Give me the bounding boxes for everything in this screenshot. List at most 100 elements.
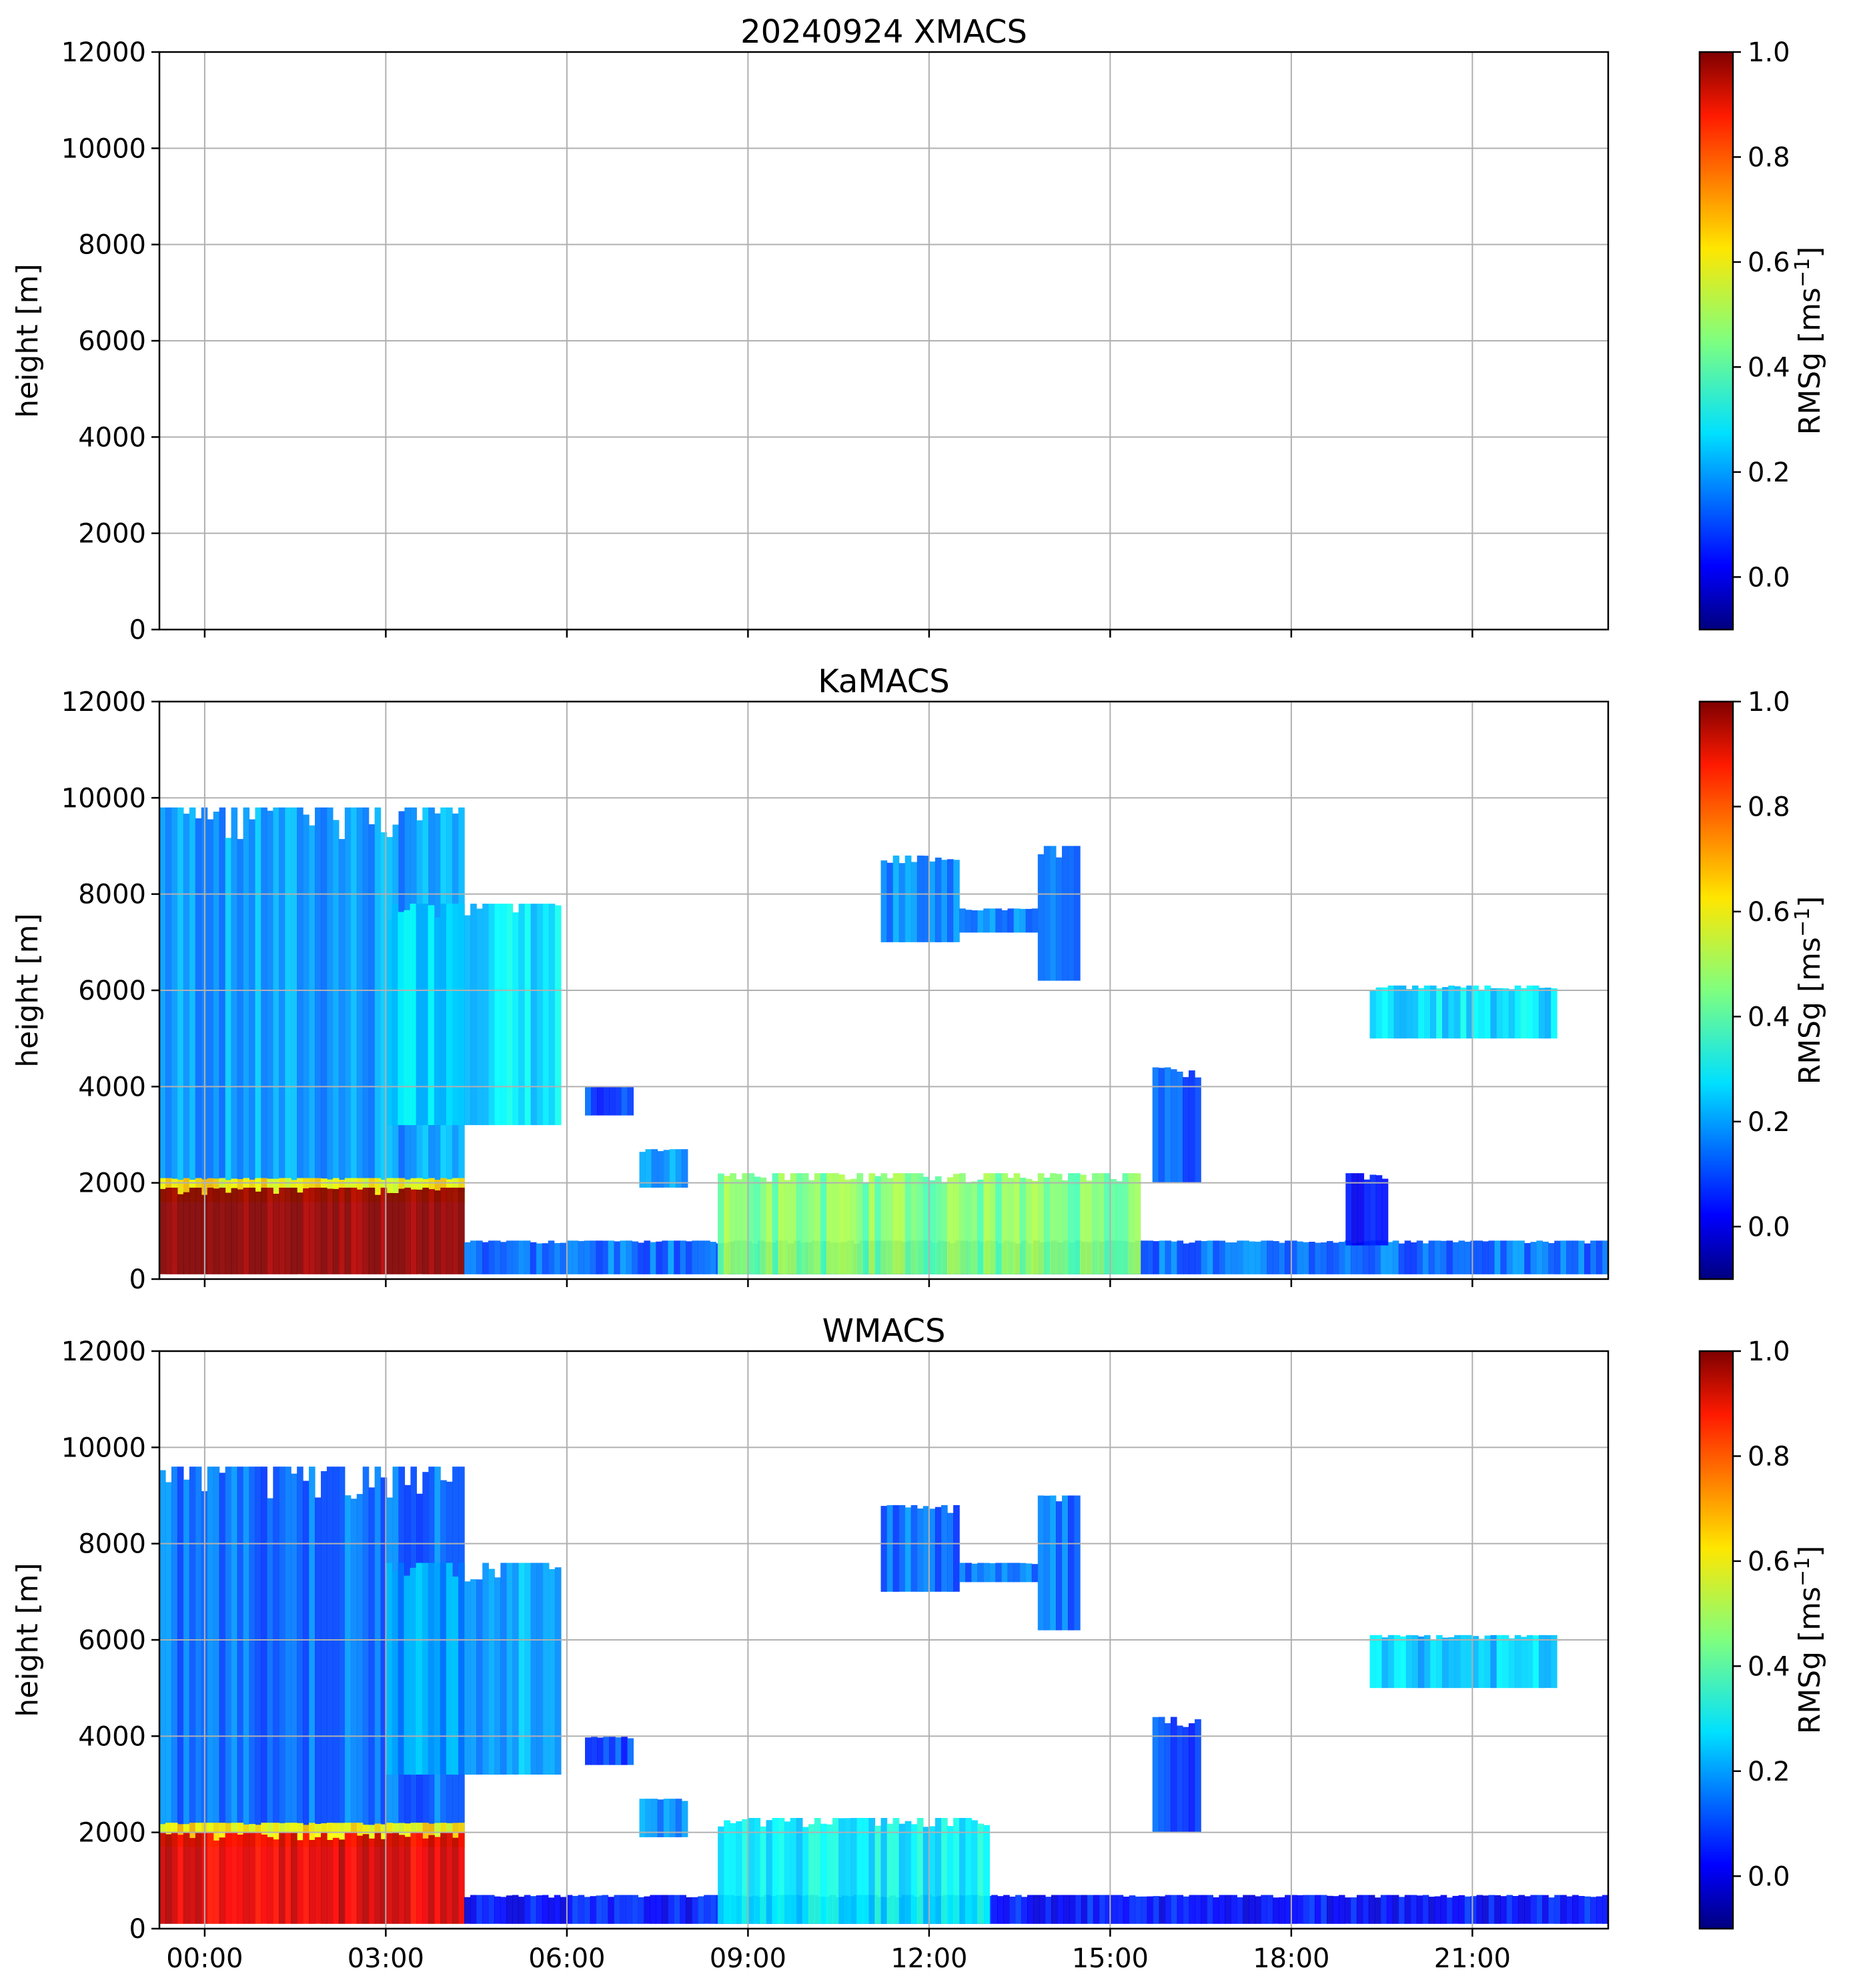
feature-cell (410, 1567, 417, 1775)
feature-cell (332, 820, 340, 1193)
feature-cell (1472, 985, 1479, 1039)
y-tick-label: 0 (129, 1914, 146, 1945)
feature-cell (189, 1466, 196, 1833)
feature-cell (603, 1086, 610, 1116)
feature-cell (953, 860, 960, 942)
feature-cell (458, 1563, 465, 1775)
feature-cell (977, 910, 984, 933)
feature-cell (1219, 1895, 1225, 1924)
feature-cell (518, 1563, 526, 1775)
x-tick-label: 18:00 (1253, 1943, 1329, 1974)
feature-cell (267, 1837, 273, 1924)
feature-low-fallstreak (639, 1799, 688, 1837)
feature-cirrus-1 (880, 1505, 960, 1592)
feature-cell (231, 1188, 238, 1274)
feature-cell (165, 1482, 172, 1833)
feature-low-fallstreak (639, 1149, 688, 1188)
feature-cell (368, 1187, 376, 1274)
feature-cell (1195, 1719, 1201, 1833)
feature-cell (434, 1823, 441, 1847)
feature-cell (1545, 987, 1552, 1039)
feature-cell (1496, 1635, 1503, 1689)
feature-cell (1404, 1240, 1411, 1274)
feature-cell (1049, 1173, 1057, 1274)
feature-cell (392, 1571, 399, 1775)
feature-cell (680, 1240, 686, 1274)
feature-cell (916, 1173, 924, 1274)
feature-cell (368, 1487, 376, 1833)
feature-cell (584, 1240, 591, 1274)
feature-cell (778, 1173, 785, 1274)
feature-cell (1037, 854, 1045, 981)
feature-cell (231, 1832, 238, 1924)
feature-cell (983, 1563, 990, 1583)
feature-cell (850, 1818, 857, 1924)
feature-cell (530, 904, 538, 1126)
feature-cell (177, 1835, 184, 1924)
feature-cell (362, 807, 370, 1193)
feature-cell (1596, 1240, 1603, 1274)
feature-cell (1466, 1635, 1473, 1689)
feature-cell (959, 1173, 966, 1274)
feature-cell (1327, 1240, 1333, 1274)
feature-cell (362, 1187, 370, 1274)
feature-cell (368, 1838, 376, 1924)
feature-cell (344, 1832, 352, 1924)
feature-cell (1177, 1240, 1184, 1274)
feature-cell (1007, 1178, 1015, 1274)
feature-cell (1524, 1896, 1531, 1924)
data-layer (159, 1466, 1608, 1924)
feature-cell (297, 1192, 303, 1274)
feature-cell (1158, 1717, 1165, 1833)
feature-cell (428, 1563, 435, 1775)
feature-cell (1164, 1067, 1171, 1183)
feature-cell (880, 860, 888, 942)
feature-cell (754, 1176, 761, 1274)
feature-cell (904, 1507, 912, 1592)
colorbar-tick-label: 0.6 (1748, 1547, 1790, 1577)
feature-cell (315, 1824, 322, 1847)
chart-panel-2: 0 2000 4000 6000 8000 10000 12000 00:00 03:00 06:… (11, 1312, 1827, 1974)
feature-cell (1183, 1896, 1190, 1924)
feature-cell (1470, 1240, 1477, 1274)
feature-cell (231, 1466, 238, 1833)
feature-cell (1416, 1240, 1423, 1274)
feature-cell (1387, 985, 1395, 1039)
feature-cell (772, 1173, 779, 1274)
feature-cell (802, 1827, 809, 1924)
feature-cell (1303, 1242, 1309, 1274)
feature-cell (416, 1563, 423, 1775)
feature-cell (1460, 987, 1467, 1039)
feature-cell (297, 1178, 303, 1202)
feature-cell (321, 1832, 328, 1924)
feature-cell (500, 904, 507, 1126)
feature-cell (724, 1820, 730, 1924)
feature-cell (1482, 1895, 1489, 1924)
feature-cell (1043, 846, 1051, 981)
feature-cell (578, 1895, 585, 1924)
feature-cell (742, 1819, 748, 1924)
feature-cell (910, 1505, 918, 1592)
feature-cell (922, 856, 930, 942)
feature-cell (470, 1579, 477, 1775)
feature-cell (326, 1188, 334, 1274)
feature-cell (904, 1173, 912, 1274)
feature-cell (844, 1818, 851, 1924)
feature-cell (518, 1240, 525, 1274)
feature-cell (898, 1823, 906, 1924)
feature-cell (1183, 1727, 1189, 1833)
feature-cell (536, 1563, 544, 1775)
feature-cell (464, 1897, 471, 1924)
feature-cell (470, 1240, 477, 1274)
feature-cell (207, 1466, 214, 1833)
feature-cell (1327, 1895, 1333, 1924)
feature-cell (1321, 1895, 1327, 1924)
feature-cell (1380, 1240, 1387, 1274)
feature-cell (416, 1832, 423, 1924)
feature-cell (1117, 1895, 1124, 1924)
feature-cell (1291, 1895, 1297, 1924)
feature-cell (506, 1240, 513, 1274)
feature-cell (1532, 985, 1539, 1039)
feature-cell (1536, 1240, 1543, 1274)
feature-cell (195, 1466, 202, 1833)
